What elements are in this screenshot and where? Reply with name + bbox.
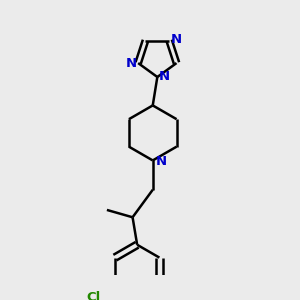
Text: N: N: [159, 70, 170, 83]
Text: N: N: [155, 155, 167, 168]
Text: N: N: [171, 33, 182, 46]
Text: N: N: [125, 58, 136, 70]
Text: Cl: Cl: [87, 290, 101, 300]
